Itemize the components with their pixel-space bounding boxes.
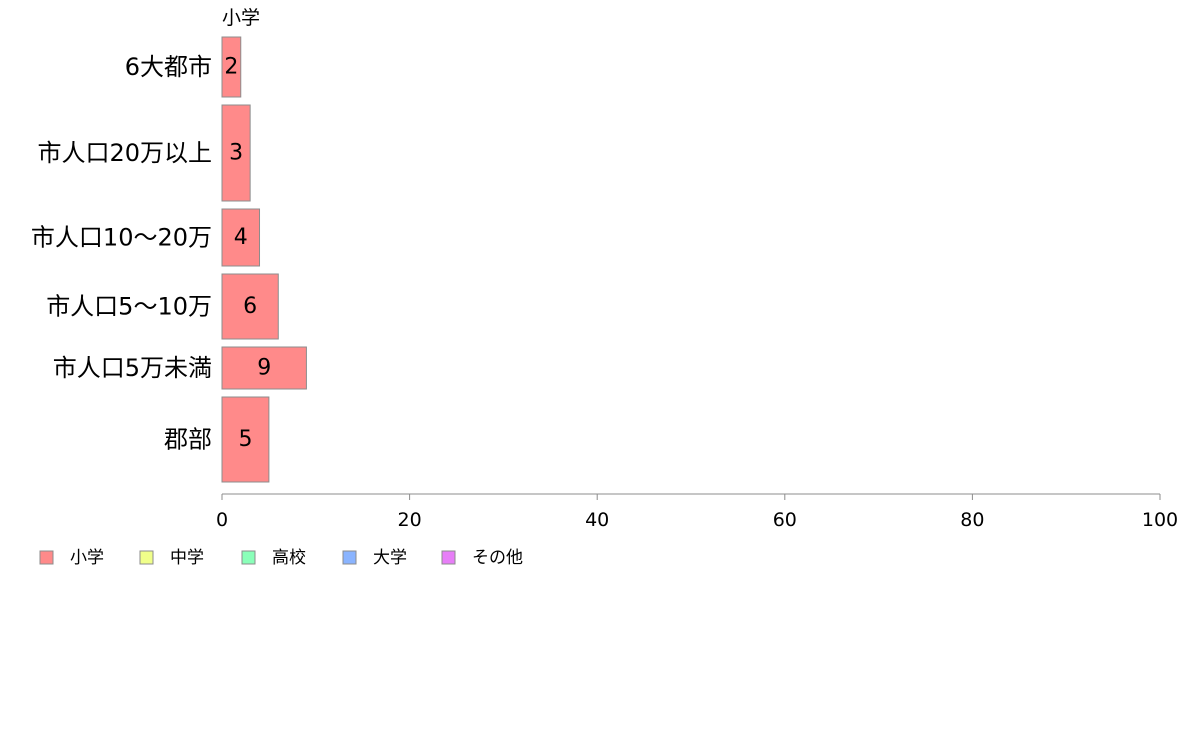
legend-swatch [241,550,256,565]
bar [221,36,242,98]
legend: 小学 中学 高校 大学 その他 [39,548,523,568]
x-tick-label: 0 [216,509,228,531]
bar [221,396,270,483]
legend-swatch [441,550,456,565]
legend-label: 高校 [272,548,306,568]
x-tick-label: 80 [960,509,984,531]
category-label: 市人口5〜10万 [46,293,212,321]
bars-layer: 2 6大都市 3 市人口20万以上 4 市人口10〜20万 6 市人口5〜10万 9 市人口5万未… [31,36,307,483]
x-axis: 0 20 40 60 80 100 [216,493,1178,531]
category-label: 郡部 [164,426,212,454]
category-label: 市人口10〜20万 [31,224,212,252]
bar-value-label: 5 [238,427,252,452]
category-label: 市人口5万未満 [53,354,212,382]
x-tick-label: 20 [398,509,422,531]
x-tick-label: 40 [585,509,609,531]
legend-swatch [342,550,357,565]
bar [221,208,261,267]
bar-value-label: 9 [257,356,271,381]
bar [221,104,251,202]
legend-swatch [139,550,154,565]
bar-value-label: 3 [229,141,243,166]
bar-value-label: 2 [224,55,238,80]
x-tick-label: 100 [1142,509,1178,531]
legend-label: 小学 [70,548,104,568]
x-tick-label: 60 [773,509,797,531]
bar-value-label: 4 [234,225,248,250]
legend-label: 大学 [373,548,407,568]
legend-label: 中学 [170,548,204,568]
bar-value-label: 6 [243,294,257,319]
category-label: 6大都市 [125,53,212,81]
bar [221,346,307,390]
series-title: 小学 [222,7,260,29]
category-label: 市人口20万以上 [37,139,212,167]
legend-swatch [39,550,54,565]
bar [221,273,279,340]
legend-label: その他 [472,548,523,568]
